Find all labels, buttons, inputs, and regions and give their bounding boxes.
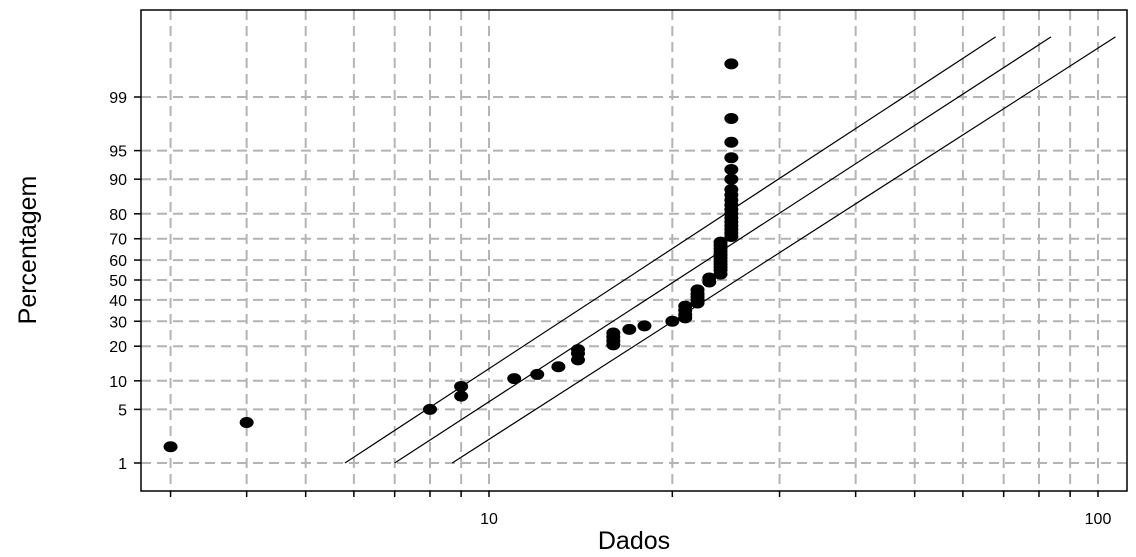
y-tick-label: 90	[109, 172, 127, 189]
data-point	[454, 390, 469, 402]
data-point	[530, 368, 545, 380]
data-point	[570, 344, 585, 356]
data-point	[702, 272, 717, 284]
x-tick-label: 10	[480, 511, 498, 528]
y-tick-label: 10	[109, 374, 127, 391]
y-tick-label: 95	[109, 144, 127, 161]
data-point	[665, 315, 680, 327]
y-tick-label: 5	[118, 402, 127, 419]
y-tick-label: 40	[109, 293, 127, 310]
x-axis-title: Dados	[598, 527, 670, 555]
data-point	[678, 300, 693, 312]
data-point	[239, 417, 254, 429]
y-tick-label: 30	[109, 314, 127, 331]
data-point	[713, 236, 728, 248]
data-point	[637, 320, 652, 332]
data-point	[454, 380, 469, 392]
y-tick-label: 50	[109, 273, 127, 290]
data-point	[724, 173, 739, 185]
data-point	[507, 373, 522, 385]
data-point	[724, 112, 739, 124]
y-tick-label: 80	[109, 207, 127, 224]
grid	[141, 10, 1127, 491]
data-point	[422, 403, 437, 415]
y-tick-label: 70	[109, 232, 127, 249]
data-points	[163, 58, 739, 453]
reference-line	[451, 36, 1116, 464]
y-axis-title: Percentagem	[14, 176, 42, 325]
data-point	[690, 284, 705, 296]
y-tick-label: 99	[109, 90, 127, 107]
data-point	[724, 184, 739, 196]
y-tick-label: 60	[109, 253, 127, 270]
plot-frame	[140, 9, 1128, 492]
data-point	[724, 152, 739, 164]
data-point	[724, 58, 739, 70]
data-point	[724, 163, 739, 175]
y-tick-label: 1	[118, 456, 127, 473]
reference-line	[344, 36, 996, 464]
y-tick-label: 20	[109, 339, 127, 356]
data-point	[724, 136, 739, 148]
x-axis: 10 100	[169, 491, 1112, 528]
x-tick-label: 100	[1085, 511, 1112, 528]
data-point	[622, 323, 637, 335]
data-point	[606, 327, 621, 339]
data-point	[163, 441, 178, 453]
data-point	[551, 361, 566, 373]
y-axis: 1 5 10 20 30 40 50 60 70 80 90 95 99	[109, 90, 141, 473]
